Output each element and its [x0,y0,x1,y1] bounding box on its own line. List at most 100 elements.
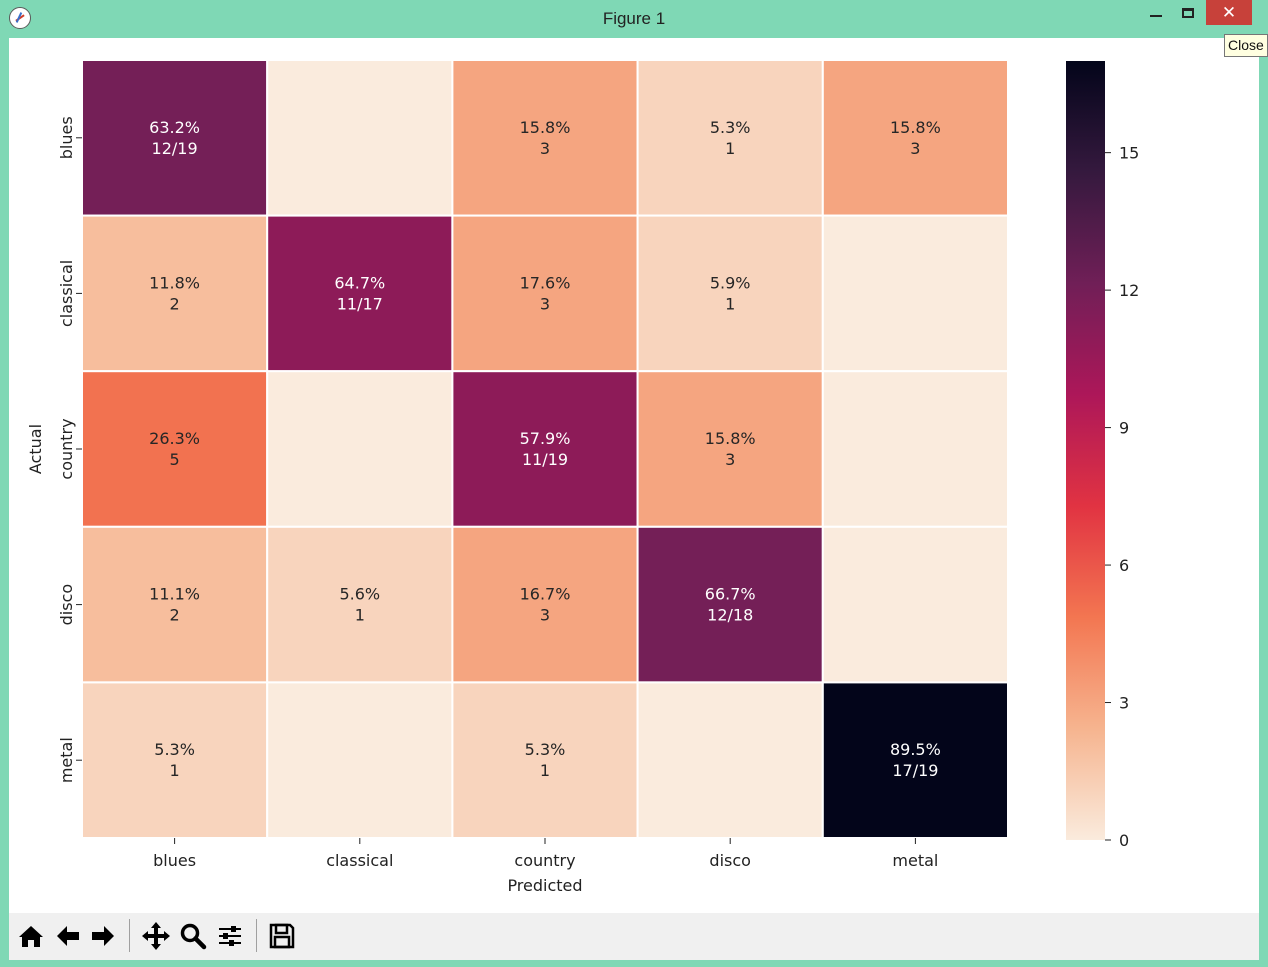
y-tick-label: disco [57,584,76,626]
toolbar-separator [256,919,257,952]
heatmap-cell [451,214,639,373]
cell-count-label: 3 [540,294,550,313]
colorbar-tick-label: 6 [1119,556,1129,575]
zoom-button[interactable] [176,919,209,952]
heatmap-cell [636,525,824,684]
maximize-button[interactable] [1174,0,1202,25]
title-bar: Figure 1 ✕ [0,0,1268,38]
cell-percent-label: 5.3% [525,740,566,759]
y-tick-label: country [57,418,76,479]
cell-percent-label: 64.7% [334,273,385,292]
minimize-button[interactable] [1142,0,1170,25]
forward-arrow-icon [91,925,114,946]
heatmap-cell [266,59,454,217]
cell-count-label: 2 [170,294,180,313]
heatmap-cell [81,59,269,217]
heatmap-cell [451,59,639,217]
heatmap-cell [636,370,824,528]
cell-count-label: 1 [725,294,735,313]
heatmap-cell [266,525,454,684]
cell-percent-label: 26.3% [149,429,200,448]
x-tick-label: country [514,851,575,870]
forward-button[interactable] [86,919,119,952]
y-tick-label: classical [57,260,76,327]
window-title: Figure 1 [602,9,666,28]
heatmap-cell [266,681,454,840]
back-button[interactable] [51,919,84,952]
cell-percent-label: 89.5% [890,740,941,759]
back-arrow-icon [56,925,79,946]
cell-count-label: 17/19 [892,761,938,780]
heatmap-cell [636,681,824,840]
cell-percent-label: 5.6% [339,585,380,604]
cell-percent-label: 11.1% [149,585,200,604]
heatmap-cell [451,681,639,840]
y-tick-label: blues [57,116,76,159]
heatmap-cell [821,681,1009,840]
heatmap-cell [636,214,824,373]
heatmap-cell [636,59,824,217]
heatmap-cell [266,214,454,373]
cell-percent-label: 57.9% [520,429,571,448]
cell-percent-label: 16.7% [520,585,571,604]
heatmap-cell [81,681,269,840]
cell-percent-label: 11.8% [149,273,200,292]
maximize-icon [1182,7,1194,18]
colorbar [1066,61,1105,840]
close-button[interactable]: ✕ [1206,0,1252,25]
heatmap-cell [266,370,454,528]
cell-count-label: 12/18 [707,606,753,625]
cell-percent-label: 66.7% [705,585,756,604]
y-tick-label: metal [57,737,76,783]
minimize-icon [1150,14,1162,17]
heatmap-cell [81,370,269,528]
cell-count-label: 11/17 [337,294,383,313]
x-tick-label: blues [153,851,196,870]
x-tick-label: disco [709,851,751,870]
cell-percent-label: 15.8% [520,118,571,137]
cell-percent-label: 17.6% [520,273,571,292]
cell-percent-label: 5.3% [710,118,751,137]
heatmap-cell [81,214,269,373]
cell-count-label: 1 [540,761,550,780]
close-icon: ✕ [1221,2,1237,23]
toolbar-separator [129,919,130,952]
heatmap-cell [81,525,269,684]
cell-percent-label: 5.9% [710,273,751,292]
cell-count-label: 3 [725,450,735,469]
x-axis-label: Predicted [507,876,582,895]
cell-count-label: 1 [725,139,735,158]
home-button[interactable] [14,919,47,952]
heatmap-cell [821,370,1009,528]
zoom-icon [180,923,206,949]
app-icon [9,7,31,29]
y-axis-label: Actual [26,424,45,474]
home-icon [18,925,43,947]
colorbar-tick-label: 9 [1119,419,1129,438]
colorbar-tick-label: 12 [1119,281,1139,300]
cell-count-label: 3 [540,139,550,158]
close-tooltip: Close [1224,34,1268,57]
colorbar-tick-label: 0 [1119,831,1129,850]
x-tick-label: classical [326,851,393,870]
pan-button[interactable] [139,919,172,952]
colorbar-tick-label: 3 [1119,694,1129,713]
x-tick-label: metal [892,851,938,870]
cell-count-label: 11/19 [522,450,568,469]
cell-count-label: 1 [170,761,180,780]
cell-count-label: 12/19 [152,139,198,158]
cell-percent-label: 63.2% [149,118,200,137]
heatmap-cell [821,214,1009,373]
save-icon [269,923,294,948]
heatmap-cell [451,370,639,528]
navigation-toolbar [9,913,1259,960]
heatmap-cell [451,525,639,684]
cell-percent-label: 15.8% [705,429,756,448]
configure-subplots-icon [218,925,241,946]
save-button[interactable] [265,919,298,952]
confusion-matrix-chart: 63.2%12/1915.8%35.3%115.8%311.8%264.7%11… [26,59,1139,895]
configure-subplots-button[interactable] [213,919,246,952]
cell-percent-label: 5.3% [154,740,195,759]
heatmap-cell [821,59,1009,217]
cell-count-label: 3 [540,606,550,625]
